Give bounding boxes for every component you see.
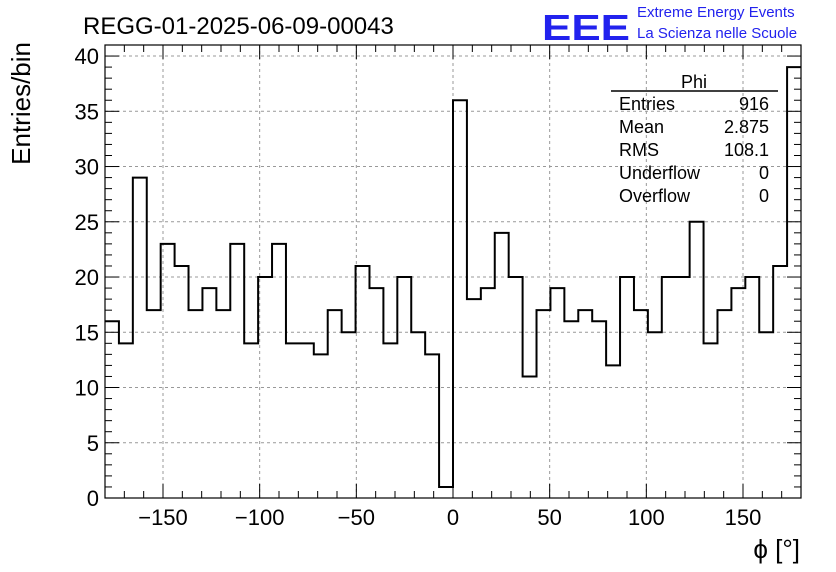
histogram-bin (606, 365, 620, 498)
histogram-bin (481, 288, 495, 498)
y-tick-label: 15 (75, 320, 99, 345)
x-tick-label: −100 (235, 505, 285, 530)
y-axis-title: Entries/bin (6, 42, 36, 165)
histogram-bin (717, 310, 731, 498)
histogram-bin (690, 222, 704, 498)
stats-value: 2.875 (724, 117, 769, 137)
histogram-bin (161, 244, 175, 498)
stats-title: Phi (681, 72, 707, 92)
histogram-bin (509, 277, 523, 498)
histogram-bin (286, 343, 300, 498)
histogram-bin (147, 310, 161, 498)
x-tick-label: 50 (537, 505, 561, 530)
stats-label: RMS (619, 140, 659, 160)
histogram-bin (537, 310, 551, 498)
stats-label: Underflow (619, 163, 701, 183)
org-name-line1: Extreme Energy Events (637, 4, 795, 21)
x-axis-title: ϕ [°] (753, 534, 800, 564)
x-tick-label: 100 (628, 505, 665, 530)
y-tick-label: 20 (75, 265, 99, 290)
histogram-bin (550, 288, 564, 498)
eee-logo: EEE (542, 7, 630, 48)
histogram-outline (105, 66, 801, 488)
stats-value: 0 (759, 186, 769, 206)
histogram-bin (300, 343, 314, 498)
histogram-bin (495, 233, 509, 498)
stats-label: Mean (619, 117, 664, 137)
y-tick-label: 0 (87, 486, 99, 511)
histogram-bin (578, 310, 592, 498)
histogram-bin (787, 67, 801, 498)
logo-text: EEE (542, 7, 630, 48)
histogram-bin (244, 343, 258, 498)
histogram-bin (523, 376, 537, 498)
histogram-bin (397, 277, 411, 498)
histogram-bin (648, 332, 662, 498)
histogram-bin (745, 277, 759, 498)
y-tick-label: 5 (87, 431, 99, 456)
x-tick-label: −50 (338, 505, 375, 530)
org-name-line2: La Scienza nelle Scuole (637, 25, 797, 42)
histogram-bin (383, 343, 397, 498)
histogram-bin (133, 178, 147, 498)
histogram-bin (328, 310, 342, 498)
x-tick-label: 150 (725, 505, 762, 530)
stats-label: Overflow (619, 186, 691, 206)
histogram-bin (230, 244, 244, 498)
y-tick-label: 25 (75, 210, 99, 235)
histogram-bin (342, 332, 356, 498)
histogram-bin (425, 354, 439, 498)
histogram-bin (662, 277, 676, 498)
histogram-bin (216, 310, 230, 498)
y-tick-label: 35 (75, 99, 99, 124)
stats-value: 108.1 (724, 140, 769, 160)
y-tick-label: 10 (75, 376, 99, 401)
histogram (105, 66, 801, 498)
histogram-bin (759, 332, 773, 498)
histogram-bin (731, 288, 745, 498)
histogram-bin (467, 299, 481, 498)
histogram-bin (189, 310, 203, 498)
stats-label: Entries (619, 94, 675, 114)
histogram-bin (704, 343, 718, 498)
x-tick-label: 0 (447, 505, 459, 530)
x-tick-label: −150 (138, 505, 188, 530)
histogram-bin (592, 321, 606, 498)
histogram-bin (356, 266, 370, 498)
histogram-bin (119, 343, 133, 498)
histogram-bin (634, 310, 648, 498)
histogram-bin (272, 244, 286, 498)
y-axis: 0 5 10 15 20 25 30 35 40 (75, 44, 801, 511)
stats-value: 0 (759, 163, 769, 183)
histogram-bin (202, 288, 216, 498)
chart-title: REGG-01-2025-06-09-00043 (83, 13, 394, 40)
histogram-bin (411, 332, 425, 498)
histogram-bin (773, 266, 787, 498)
histogram-bin (453, 100, 467, 498)
histogram-bin (564, 321, 578, 498)
stats-value: 916 (739, 94, 769, 114)
histogram-bin (620, 277, 634, 498)
y-tick-label: 40 (75, 44, 99, 69)
histogram-bin (676, 277, 690, 498)
histogram-bin (314, 354, 328, 498)
stats-box: Phi Entries 916 Mean 2.875 RMS 108.1 Underflow… (611, 72, 778, 206)
stats-rows: Entries 916 Mean 2.875 RMS 108.1 Underflow 0 Ove… (619, 94, 769, 206)
x-axis: −150 −100 −50 0 50 100 150 (104, 45, 802, 530)
histogram-bin (369, 288, 383, 498)
histogram-bin (175, 266, 189, 498)
histogram-bin (439, 487, 453, 498)
histogram-bin (258, 277, 272, 498)
y-tick-label: 30 (75, 155, 99, 180)
